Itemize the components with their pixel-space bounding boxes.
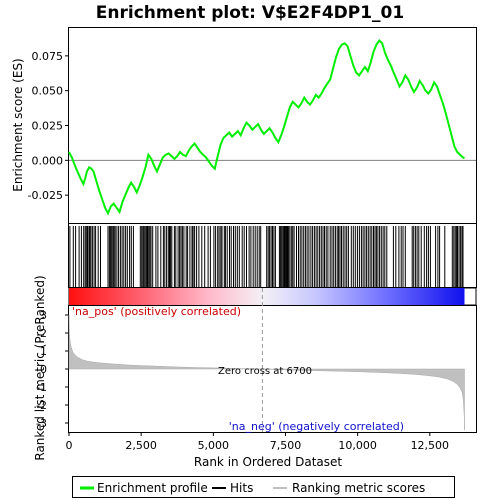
enrichment-profile-line	[68, 38, 465, 216]
neg-correlated-label: 'na_neg' (negatively correlated)	[229, 420, 404, 433]
x-tick-label: 2,500	[125, 439, 157, 452]
chart-title: Enrichment plot: V$E2F4DP1_01	[96, 3, 404, 23]
ranked-y-tick-label: 2	[40, 327, 47, 340]
zero-cross-label: Zero cross at 6700	[218, 366, 312, 377]
es-y-tick-label: 0.000	[32, 154, 64, 167]
ranked-y-tick-label: 3	[40, 309, 47, 322]
x-tick-label: 0	[66, 439, 73, 452]
x-tick-label: 10,000	[338, 439, 377, 452]
ranked-y-tick-label: -2	[36, 399, 47, 412]
x-tick-label: 7,500	[270, 439, 302, 452]
ranked-y-axis: -3 -2 -1 0 1 2 3	[36, 309, 69, 430]
x-tick-label: 5,000	[198, 439, 230, 452]
x-axis-label: Rank in Ordered Dataset	[194, 455, 342, 469]
ranked-y-tick-label: 0	[40, 363, 47, 376]
ranked-y-tick-label: -1	[36, 381, 47, 394]
legend-hits-label: Hits	[230, 481, 253, 495]
ranked-y-tick-label: -3	[36, 417, 47, 430]
es-panel-frame	[68, 27, 477, 224]
x-axis: 0 2,500 5,000 7,500 10,000 12,500	[66, 432, 450, 452]
legend-ranking-label: Ranking metric scores	[292, 481, 425, 495]
es-y-axis-label: Enrichment score (ES)	[11, 58, 25, 191]
es-y-tick-label: 0.050	[32, 85, 64, 98]
es-y-axis: -0.025 0.000 0.025 0.050 0.075	[28, 50, 69, 202]
hits-markers	[69, 226, 464, 287]
pos-correlated-label: 'na_pos' (positively correlated)	[72, 305, 241, 318]
es-y-tick-label: 0.025	[32, 120, 64, 133]
ranked-y-axis-label: Ranked list metric (PreRanked)	[33, 275, 47, 460]
ranked-y-tick-label: 1	[40, 345, 47, 358]
legend-box	[72, 476, 455, 498]
es-y-tick-label: -0.025	[28, 189, 63, 202]
rank-color-gradient	[69, 288, 465, 305]
x-tick-label: 12,500	[411, 439, 450, 452]
es-y-tick-label: 0.075	[32, 50, 64, 63]
legend-enrichment-label: Enrichment profile	[97, 481, 208, 495]
